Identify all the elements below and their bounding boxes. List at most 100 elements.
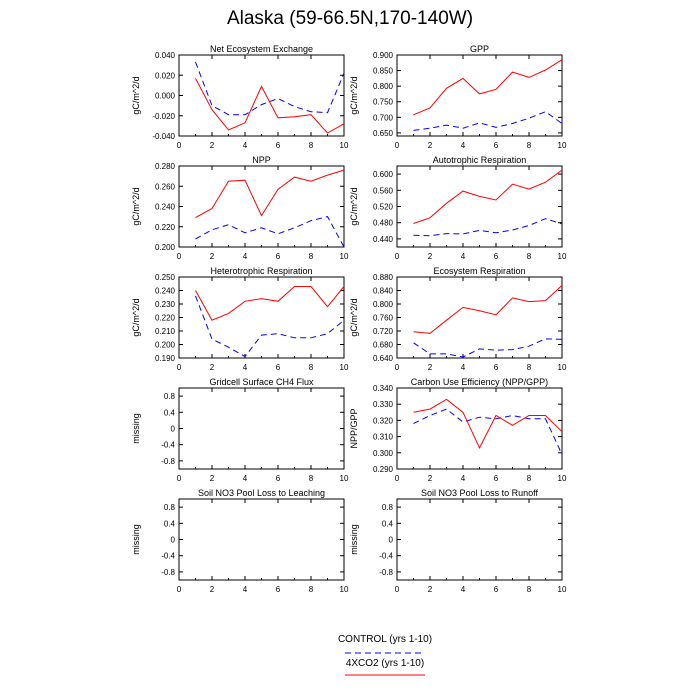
y-tick-label: 0.650 [373,129,394,138]
y-tick-label: 0.220 [155,314,176,323]
y-axis-label: gC/m^2/d [131,187,141,225]
y-tick-label: 0.250 [155,273,176,282]
y-tick-label: 0.640 [373,354,394,363]
y-tick-label: 0.800 [373,300,394,309]
y-tick-label: 0.700 [373,113,394,122]
x-tick-label: 0 [177,585,182,594]
x-tick-label: 6 [276,585,281,594]
y-tick-label: 0.260 [155,182,176,191]
panel-soil-no3-pool-loss-to-leaching: Soil NO3 Pool Loss to Leaching missing 0 2 4… [131,488,349,594]
panel-title: Carbon Use Efficiency (NPP/GPP) [411,377,548,387]
y-tick-label: 0.4 [164,408,176,417]
series-line-control [195,295,345,358]
y-tick-label: 0.000 [155,92,176,101]
panel-title: Heterotrophic Respiration [210,266,312,276]
x-tick-label: 10 [558,141,567,150]
x-tick-label: 2 [428,141,433,150]
plot-frame [396,165,563,248]
legend-label-4xco2: 4XCO2 (yrs 1-10) [345,658,425,669]
y-tick-label: 0.840 [373,287,394,296]
series-line-4xco2 [195,169,345,219]
y-tick-label: 0.4 [164,519,176,528]
x-tick-label: 10 [558,363,567,372]
panel-title: Ecosystem Respiration [433,266,525,276]
y-tick-label: -0.8 [379,568,393,577]
plot-frame [396,387,563,470]
x-tick-label: 0 [395,363,400,372]
x-tick-label: 10 [340,141,349,150]
panel-gridcell-surface-ch4-flux: Gridcell Surface CH4 Flux missing 0 2 4 6 8 10 -… [131,377,349,483]
figure-title: Alaska (59-66.5N,170-140W) [226,8,474,29]
x-tick-label: 10 [340,474,349,483]
y-tick-label: -0.4 [161,552,175,561]
y-tick-label: 0.750 [373,98,394,107]
y-tick-label: -0.4 [379,552,393,561]
panel-title: NPP [252,155,271,165]
series-line-4xco2 [413,285,563,334]
panel-ecosystem-respiration: Ecosystem Respiration gC/m^2/d 0 2 4 6 8 10 0.64… [349,266,567,372]
panel-carbon-use-efficiency-npp-gpp: Carbon Use Efficiency (NPP/GPP) NPP/GPP 0 2… [349,377,567,483]
x-tick-label: 10 [340,363,349,372]
y-tick-label: -0.4 [161,441,175,450]
x-tick-label: 8 [527,141,532,150]
panel-title: Net Ecosystem Exchange [210,44,313,54]
x-tick-label: 4 [243,141,248,150]
series-line-control [413,218,563,237]
y-tick-label: 0.440 [373,235,394,244]
y-tick-label: 0 [171,536,176,545]
y-tick-label: 0.600 [373,170,394,179]
y-tick-label: 0.520 [373,203,394,212]
panel-title: Autotrophic Respiration [433,155,527,165]
panel-npp: NPP gC/m^2/d 0 2 4 6 8 10 0.200 0.220 0.240 0.260 0.… [131,155,349,261]
y-tick-label: 0.680 [373,341,394,350]
x-tick-label: 10 [558,585,567,594]
x-tick-label: 2 [210,474,215,483]
panel-net-ecosystem-exchange: Net Ecosystem Exchange gC/m^2/d 0 2 4 6 8 10 -0.… [131,44,349,150]
y-tick-label: -0.020 [152,112,175,121]
y-tick-label: 0.760 [373,314,394,323]
plot-frame [178,387,345,470]
y-tick-label: 0 [171,425,176,434]
x-tick-label: 6 [276,141,281,150]
x-tick-label: 2 [210,585,215,594]
x-tick-label: 6 [494,141,499,150]
x-tick-label: 2 [210,363,215,372]
y-tick-label: 0.290 [373,465,394,474]
x-tick-label: 2 [210,252,215,261]
series-line-4xco2 [413,169,563,224]
x-tick-label: 10 [558,252,567,261]
x-tick-label: 8 [309,141,314,150]
panel-gpp: GPP gC/m^2/d 0 2 4 6 8 10 0.650 0.700 0.750 0.800 0.… [349,44,567,150]
x-tick-label: 0 [177,363,182,372]
y-axis-label: missing [131,524,141,555]
x-tick-label: 0 [395,252,400,261]
y-axis-label: missing [131,413,141,444]
y-tick-label: 0.480 [373,219,394,228]
y-tick-label: 0.340 [373,384,394,393]
y-tick-label: 0.850 [373,67,394,76]
x-tick-label: 0 [177,474,182,483]
y-axis-label: gC/m^2/d [131,298,141,336]
x-tick-label: 6 [276,474,281,483]
x-tick-label: 8 [527,252,532,261]
y-tick-label: -0.040 [152,132,175,141]
x-tick-label: 2 [428,585,433,594]
x-tick-label: 10 [340,585,349,594]
y-tick-label: 0.310 [373,433,394,442]
x-tick-label: 8 [309,252,314,261]
plot-frame [396,54,563,137]
series-line-4xco2 [195,286,345,321]
y-tick-label: 0.4 [382,519,394,528]
x-tick-label: 2 [428,363,433,372]
x-tick-label: 0 [395,141,400,150]
y-tick-label: 0.280 [155,162,176,171]
panel-heterotrophic-respiration: Heterotrophic Respiration gC/m^2/d 0 2 4 6 8 10… [131,266,349,372]
y-axis-label: gC/m^2/d [349,187,359,225]
y-tick-label: 0.8 [164,503,176,512]
y-tick-label: 0.230 [155,300,176,309]
x-tick-label: 6 [494,474,499,483]
plot-frame [178,498,345,581]
series-line-4xco2 [413,59,563,116]
